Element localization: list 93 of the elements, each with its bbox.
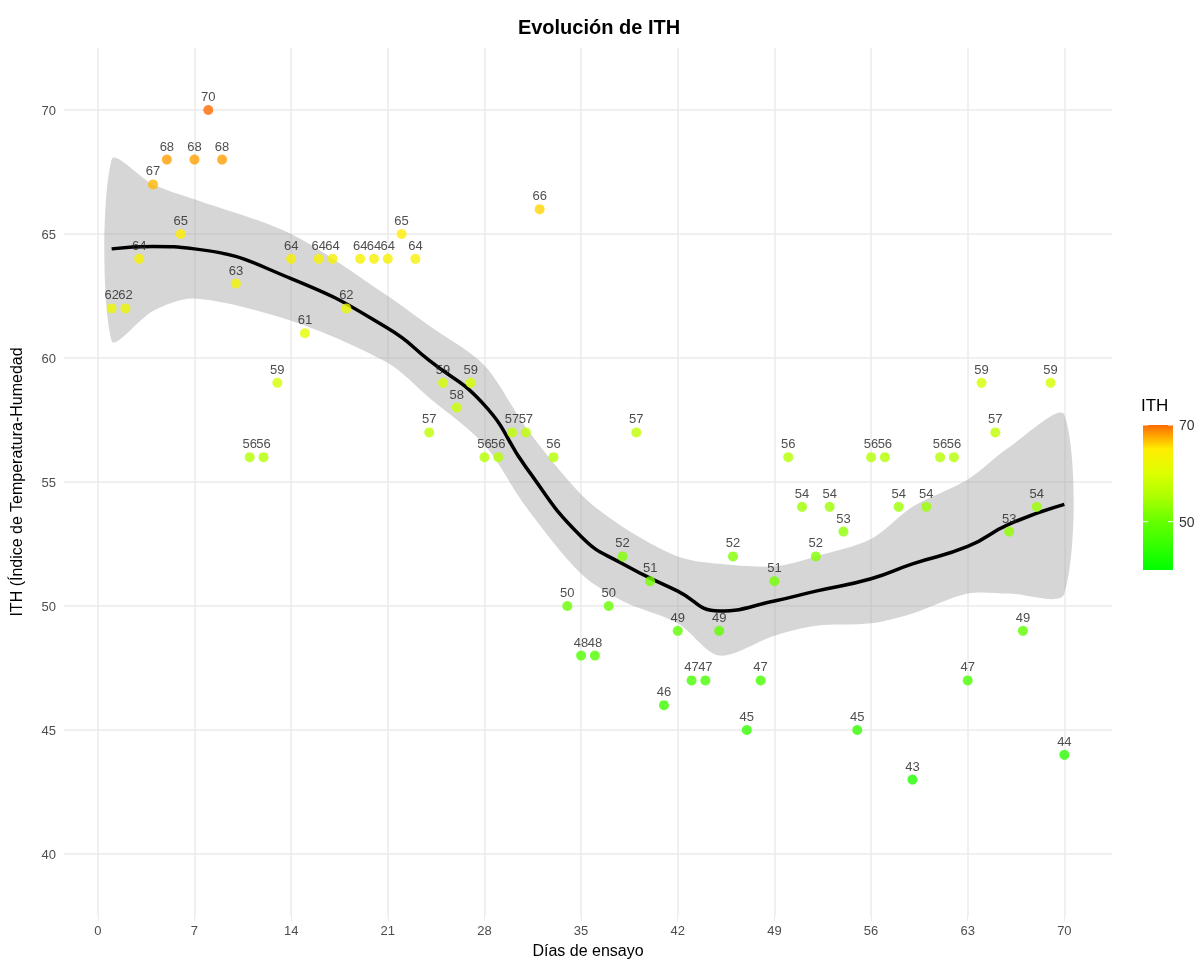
y-tick-label: 70: [41, 102, 56, 118]
data-label: 56: [256, 436, 271, 452]
data-label: 53: [1001, 510, 1017, 526]
data-label: 57: [988, 411, 1003, 427]
color-bar-title: ITH: [1141, 396, 1169, 415]
data-label: 51: [767, 560, 782, 576]
x-tick-label: 21: [380, 923, 396, 938]
data-label: 64: [311, 237, 326, 253]
data-label: 65: [394, 213, 409, 228]
data-label: 56: [877, 436, 893, 452]
data-label: 62: [118, 287, 133, 303]
data-label: 56: [946, 436, 962, 452]
data-label: 64: [132, 237, 147, 253]
data-label: 67: [145, 163, 161, 179]
data-label: 51: [642, 560, 658, 576]
x-tick-label: 28: [477, 923, 492, 938]
data-label: 64: [380, 237, 396, 253]
data-label: 54: [822, 485, 837, 501]
data-label: 68: [214, 138, 230, 154]
data-label: 53: [836, 510, 851, 526]
y-tick-label: 65: [41, 226, 56, 242]
y-tick-label: 50: [41, 598, 56, 614]
data-label: 56: [546, 436, 561, 452]
data-label: 65: [173, 213, 188, 228]
data-label: 50: [601, 585, 616, 600]
data-label: 62: [104, 287, 119, 303]
data-label: 59: [974, 361, 989, 377]
data-label: 57: [518, 411, 534, 427]
data-label: 43: [905, 758, 920, 774]
data-label: 68: [187, 138, 202, 154]
data-label: 57: [504, 411, 520, 427]
x-tick-label: 56: [863, 923, 879, 938]
data-label: 52: [615, 535, 630, 551]
x-tick-label: 35: [573, 923, 589, 938]
x-axis-title: Días de ensayo: [532, 941, 644, 959]
data-label: 61: [297, 312, 313, 328]
data-label: 56: [477, 436, 492, 452]
data-label: 68: [159, 138, 175, 154]
data-label: 47: [698, 659, 713, 675]
data-label: 66: [532, 188, 547, 204]
data-label: 56: [780, 436, 796, 452]
data-label: 63: [228, 262, 244, 278]
data-label: 56: [863, 436, 879, 452]
data-label: 56: [491, 436, 506, 452]
data-label: 49: [1015, 609, 1031, 625]
y-tick-label: 40: [41, 846, 56, 862]
data-label: 47: [753, 659, 768, 675]
data-label: 54: [794, 485, 810, 501]
color-bar-label: 50: [1179, 513, 1195, 530]
x-tick-label: 0: [94, 923, 102, 938]
data-label: 59: [463, 361, 478, 377]
data-label: 64: [325, 237, 340, 253]
data-label: 44: [1057, 733, 1072, 749]
x-tick-label: 14: [283, 923, 299, 938]
color-bar-label: 70: [1179, 417, 1195, 433]
x-tick-label: 49: [767, 923, 782, 938]
data-label: 49: [670, 609, 685, 625]
data-label: 48: [573, 634, 589, 650]
y-tick-label: 55: [41, 474, 56, 490]
data-label: 54: [919, 485, 934, 501]
data-label: 54: [1029, 485, 1044, 501]
data-label: 45: [739, 709, 755, 724]
x-tick-label: 42: [670, 923, 685, 938]
x-tick-label: 63: [960, 923, 975, 938]
data-label: 45: [850, 709, 865, 724]
data-label: 54: [891, 485, 906, 501]
y-tick-label: 60: [41, 350, 56, 366]
chart-title: Evolución de ITH: [517, 16, 681, 38]
data-label: 59: [270, 361, 285, 377]
data-label: 48: [587, 634, 603, 650]
x-tick-label: 7: [190, 923, 199, 938]
data-label: 46: [656, 684, 672, 700]
data-label: 62: [339, 287, 354, 303]
data-label: 64: [283, 237, 299, 253]
data-label: 57: [421, 411, 437, 427]
data-label: 49: [711, 609, 727, 625]
data-label: 47: [960, 659, 975, 675]
data-label: 57: [629, 411, 644, 427]
y-tick-label: 45: [41, 722, 56, 738]
data-label: 64: [366, 237, 382, 253]
data-label: 56: [242, 436, 257, 452]
data-label: 64: [408, 237, 423, 253]
data-label: 50: [560, 585, 575, 600]
data-label: 52: [725, 535, 741, 551]
data-label: 59: [1043, 361, 1058, 377]
data-label: 47: [684, 659, 699, 675]
data-label: 56: [932, 436, 948, 452]
data-label: 58: [449, 386, 465, 402]
data-label: 52: [808, 535, 824, 551]
x-tick-label: 70: [1057, 923, 1072, 938]
data-label: 70: [201, 89, 216, 104]
data-label: 64: [352, 237, 368, 253]
y-axis-title: ITH (Índice de Temperatura-Humedad: [6, 347, 25, 617]
